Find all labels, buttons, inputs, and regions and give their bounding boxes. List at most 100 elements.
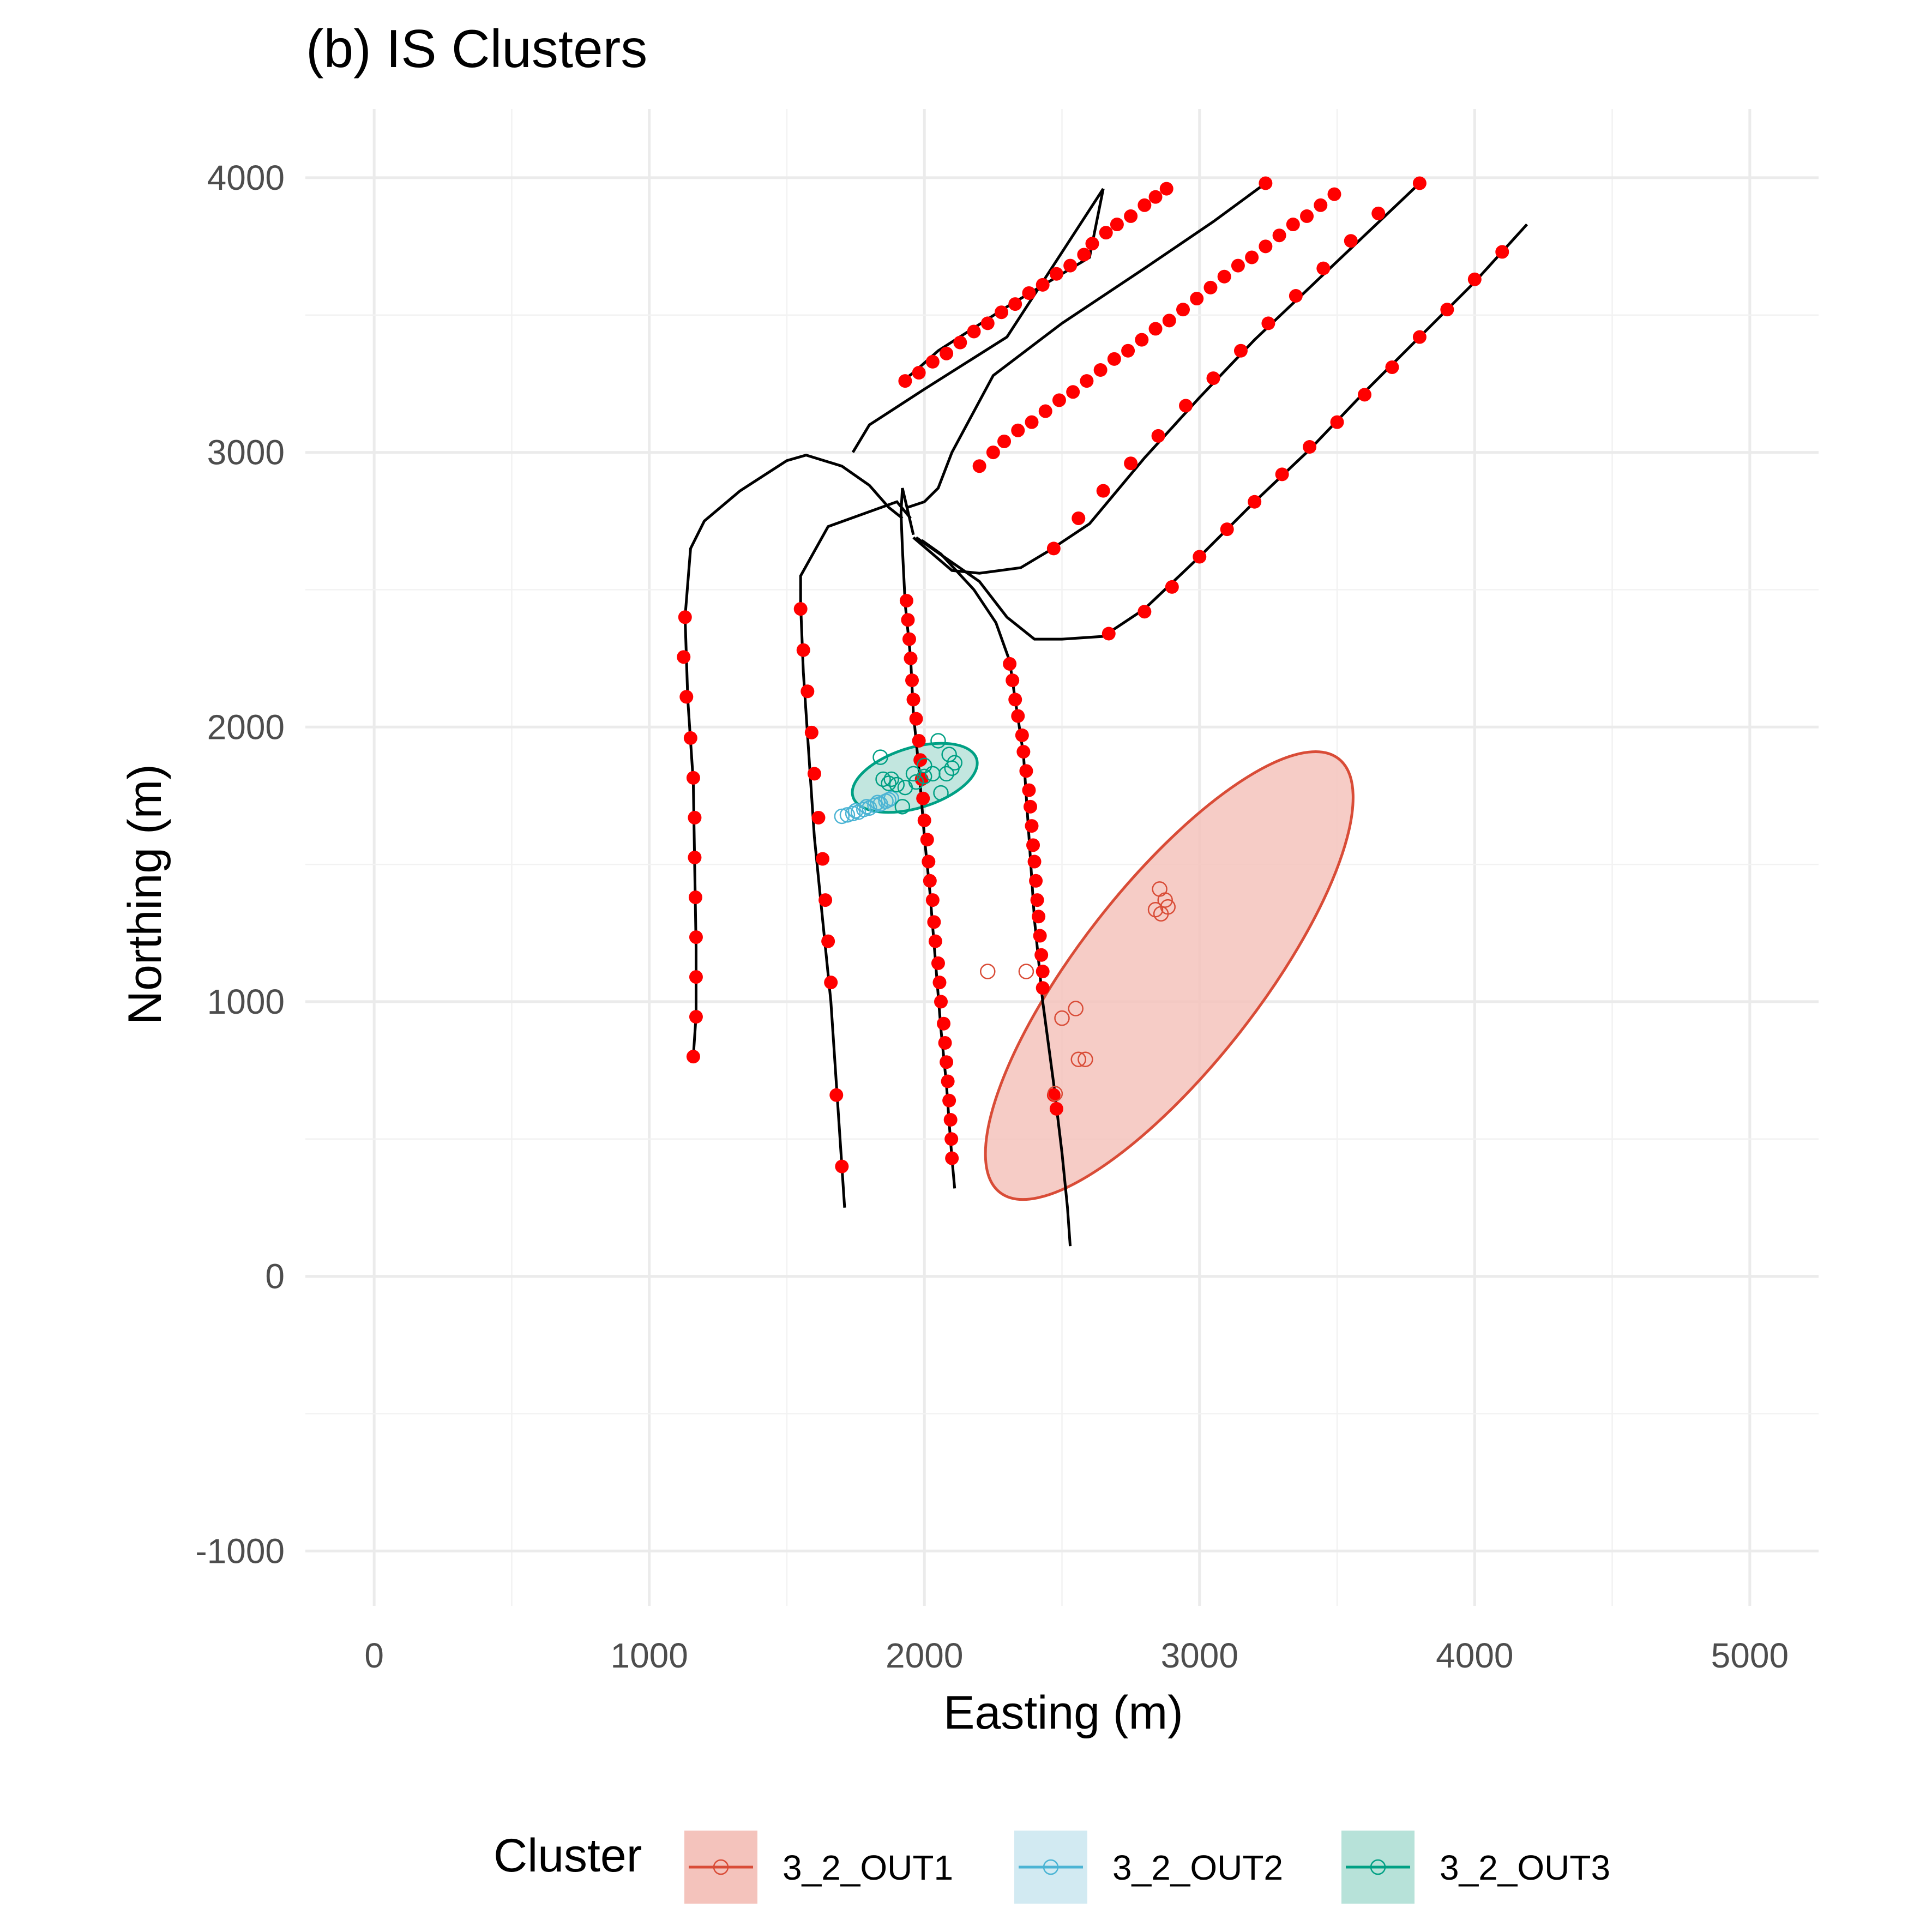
well-marker (1327, 187, 1341, 201)
x-tick-label: 3000 (1161, 1636, 1238, 1675)
well-marker (811, 810, 826, 824)
well-marker (898, 374, 912, 388)
well-marker (1385, 360, 1399, 374)
well-path (683, 453, 904, 1057)
well-marker (1023, 799, 1037, 814)
well-marker (1124, 209, 1138, 223)
well-marker (1080, 374, 1094, 388)
cluster-point (938, 766, 954, 782)
well-marker (1121, 344, 1135, 358)
y-axis-title: Northing (m) (119, 764, 171, 1025)
well-marker (1016, 745, 1031, 759)
cluster-point (916, 757, 932, 774)
legend-label: 3_2_OUT3 (1440, 1848, 1610, 1887)
well-marker (1011, 709, 1025, 723)
well-marker (818, 893, 833, 907)
well-marker (1159, 182, 1173, 196)
well-marker (688, 810, 702, 824)
legend-key-point (1043, 1859, 1059, 1875)
well-marker (899, 594, 913, 608)
well-marker (1193, 550, 1207, 564)
well-marker (1220, 522, 1234, 537)
well-marker (909, 712, 923, 726)
well-marker (1245, 250, 1259, 264)
well-marker (967, 324, 981, 339)
well-trajectories (677, 176, 1528, 1247)
well-marker (1049, 267, 1063, 281)
well-marker (1203, 280, 1218, 294)
well-marker (1289, 288, 1303, 303)
well-marker (1344, 234, 1358, 248)
well-marker (995, 305, 1008, 320)
well-marker (1085, 237, 1099, 251)
well-marker (1099, 226, 1113, 240)
well-marker (917, 814, 931, 828)
cluster-point (1018, 964, 1034, 979)
well-marker (931, 956, 945, 970)
well-marker (906, 693, 920, 707)
well-marker (1165, 580, 1179, 594)
well-path (901, 188, 1105, 382)
well-marker (1038, 404, 1052, 418)
cluster-point (889, 777, 905, 793)
well-marker (1034, 948, 1049, 962)
well-marker (1412, 330, 1427, 344)
well-marker (1259, 176, 1273, 190)
chart-title: (b) IS Clusters (306, 19, 647, 79)
well-marker (901, 613, 915, 627)
well-marker (1259, 239, 1273, 254)
well-marker (942, 1093, 956, 1108)
well-marker (1015, 728, 1029, 742)
well-marker (1093, 363, 1108, 377)
cluster-point (1068, 1001, 1084, 1016)
well-marker (923, 874, 937, 888)
cluster-point (859, 799, 875, 815)
well-marker (916, 791, 930, 805)
well-marker (941, 1074, 955, 1088)
cluster-point (847, 803, 864, 819)
well-marker (1033, 929, 1047, 943)
cluster-point (834, 808, 850, 824)
well-marker (920, 833, 934, 847)
well-marker (1248, 495, 1262, 509)
well-marker (1110, 218, 1124, 232)
well-marker (1072, 511, 1086, 525)
well-marker (1316, 261, 1331, 275)
cluster-point (941, 747, 957, 762)
well-marker (925, 354, 940, 369)
well-marker (1077, 248, 1091, 262)
well-marker (796, 643, 810, 657)
well-marker (801, 684, 815, 699)
well-marker (1231, 258, 1245, 273)
well-marker (940, 346, 954, 360)
well-marker (1027, 854, 1042, 869)
well-marker (1003, 657, 1017, 671)
well-marker (1107, 352, 1121, 366)
well-marker (824, 976, 838, 990)
well-marker (1286, 218, 1300, 232)
cluster-points (834, 733, 1176, 1102)
well-marker (1096, 484, 1110, 498)
well-marker (997, 434, 1012, 448)
well-marker (1303, 440, 1317, 454)
cluster-point (1078, 1051, 1093, 1067)
legend-title: Cluster (493, 1829, 642, 1882)
y-tick-label: 0 (265, 1257, 285, 1296)
well-marker (1008, 297, 1022, 311)
well-marker (689, 970, 703, 984)
well-marker (679, 690, 694, 704)
x-tick-label: 5000 (1711, 1636, 1789, 1675)
well-marker (1272, 228, 1286, 243)
well-marker (835, 1159, 849, 1173)
well-marker (905, 673, 919, 688)
legend-key-point (1370, 1859, 1386, 1875)
cluster-point (1157, 892, 1173, 908)
well-marker (807, 767, 821, 781)
well-marker (953, 335, 967, 350)
well-marker (972, 459, 986, 473)
cluster-point (905, 766, 922, 782)
well-marker (1217, 269, 1231, 284)
grid (305, 109, 1819, 1606)
well-marker (1036, 981, 1050, 995)
well-marker (1124, 456, 1138, 471)
